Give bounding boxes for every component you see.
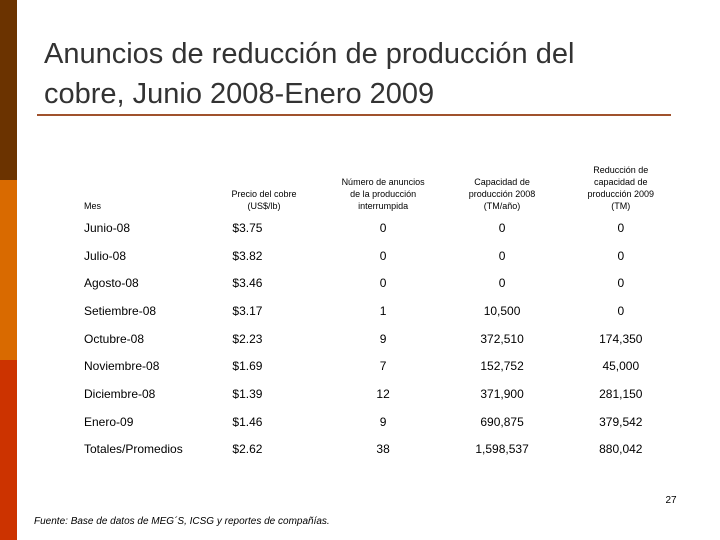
cell-anuncios: 9 xyxy=(379,331,387,346)
cell-anuncios: 7 xyxy=(379,359,387,374)
cell-mes: Enero-09 xyxy=(84,414,134,429)
cell-precio: $1.69 xyxy=(232,359,263,374)
slide-title-line-1: Anuncios de reducción de producción del xyxy=(44,38,575,70)
cell-mes: Agosto-08 xyxy=(84,276,139,291)
cell-anuncios: 1 xyxy=(379,303,387,318)
page-number: 27 xyxy=(665,495,677,506)
copper-production-table: Mes Precio del cobre (US$/lb) Número de … xyxy=(80,162,680,463)
cell-reduccion: 45,000 xyxy=(602,359,640,374)
table-row: Noviembre-08 $1.69 7 152,752 45,000 xyxy=(80,352,680,380)
table-row: Junio-08 $3.75 0 0 0 xyxy=(80,214,680,242)
table-row: Agosto-08 $3.46 0 0 0 xyxy=(80,269,680,297)
cell-mes: Totales/Promedios xyxy=(84,442,183,457)
cell-mes: Setiembre-08 xyxy=(84,303,157,318)
header-mes: Mes xyxy=(80,162,204,214)
cell-mes: Noviembre-08 xyxy=(84,359,160,374)
header-line: de la producción xyxy=(350,189,417,199)
header-line: capacidad de xyxy=(594,177,648,187)
cell-capacidad: 371,900 xyxy=(480,386,524,401)
header-reduccion-2009: Reducción de capacidad de producción 200… xyxy=(562,162,680,214)
cell-reduccion: 0 xyxy=(617,303,625,318)
cell-reduccion: 0 xyxy=(617,220,625,235)
cell-precio: $3.17 xyxy=(232,303,263,318)
header-capacidad-2008: Capacidad de producción 2008 (TM/año) xyxy=(443,162,562,214)
table-row: Julio-08 $3.82 0 0 0 xyxy=(80,242,680,270)
table-header-row: Mes Precio del cobre (US$/lb) Número de … xyxy=(80,162,680,214)
cell-precio: $1.39 xyxy=(232,386,263,401)
cell-precio: $2.23 xyxy=(232,331,263,346)
slide-title-line-2: cobre, Junio 2008-Enero 2009 xyxy=(44,78,435,110)
cell-anuncios: 0 xyxy=(379,276,387,291)
cell-anuncios: 12 xyxy=(376,386,390,401)
cell-capacidad: 0 xyxy=(498,248,506,263)
cell-capacidad: 372,510 xyxy=(480,331,524,346)
cell-mes: Junio-08 xyxy=(84,220,131,235)
title-divider xyxy=(37,114,671,116)
decorative-sidebar-bottom xyxy=(0,360,17,540)
cell-capacidad: 1,598,537 xyxy=(475,442,529,457)
table-row: Diciembre-08 $1.39 12 371,900 281,150 xyxy=(80,380,680,408)
cell-reduccion: 281,150 xyxy=(599,386,643,401)
decorative-sidebar-top xyxy=(0,0,17,180)
cell-capacidad: 690,875 xyxy=(480,414,524,429)
header-anuncios: Número de anuncios de la producción inte… xyxy=(324,162,443,214)
cell-mes: Octubre-08 xyxy=(84,331,145,346)
cell-anuncios: 0 xyxy=(379,220,387,235)
cell-reduccion: 0 xyxy=(617,276,625,291)
header-line: (US$/lb) xyxy=(247,201,281,211)
source-note: Fuente: Base de datos de MEG´S, ICSG y r… xyxy=(34,516,330,527)
cell-precio: $1.46 xyxy=(232,414,263,429)
cell-precio: $3.82 xyxy=(232,248,263,263)
cell-mes: Diciembre-08 xyxy=(84,386,156,401)
header-precio: Precio del cobre (US$/lb) xyxy=(204,162,323,214)
cell-precio: $2.62 xyxy=(232,442,263,457)
cell-capacidad: 152,752 xyxy=(480,359,524,374)
cell-reduccion: 0 xyxy=(617,248,625,263)
header-line: Número de anuncios xyxy=(341,177,425,187)
table-row: Octubre-08 $2.23 9 372,510 174,350 xyxy=(80,325,680,353)
header-line: Reducción de xyxy=(593,165,649,175)
header-line: interrumpida xyxy=(358,201,409,211)
header-line: Precio del cobre xyxy=(231,189,297,199)
header-line: Capacidad de xyxy=(474,177,530,187)
cell-reduccion: 379,542 xyxy=(599,414,643,429)
cell-mes: Julio-08 xyxy=(84,248,127,263)
header-line: (TM/año) xyxy=(483,201,521,211)
table-row-totals: Totales/Promedios $2.62 38 1,598,537 880… xyxy=(80,436,680,464)
cell-reduccion: 880,042 xyxy=(599,442,643,457)
cell-precio: $3.75 xyxy=(232,220,263,235)
cell-anuncios: 9 xyxy=(379,414,387,429)
cell-capacidad: 0 xyxy=(498,220,506,235)
decorative-sidebar-middle xyxy=(0,180,17,360)
cell-anuncios: 0 xyxy=(379,248,387,263)
header-line: (TM) xyxy=(611,201,631,211)
header-line: Mes xyxy=(84,201,102,211)
slide-title: Anuncios de reducción de producción del … xyxy=(44,34,684,114)
header-line: producción 2008 xyxy=(468,189,536,199)
cell-capacidad: 0 xyxy=(498,276,506,291)
cell-precio: $3.46 xyxy=(232,276,263,291)
table-row: Setiembre-08 $3.17 1 10,500 0 xyxy=(80,297,680,325)
cell-anuncios: 38 xyxy=(376,442,390,457)
header-line: producción 2009 xyxy=(587,189,655,199)
cell-reduccion: 174,350 xyxy=(599,331,643,346)
table-body: Junio-08 $3.75 0 0 0 Julio-08 $3.82 0 0 … xyxy=(80,214,680,463)
cell-capacidad: 10,500 xyxy=(483,303,521,318)
table-row: Enero-09 $1.46 9 690,875 379,542 xyxy=(80,408,680,436)
